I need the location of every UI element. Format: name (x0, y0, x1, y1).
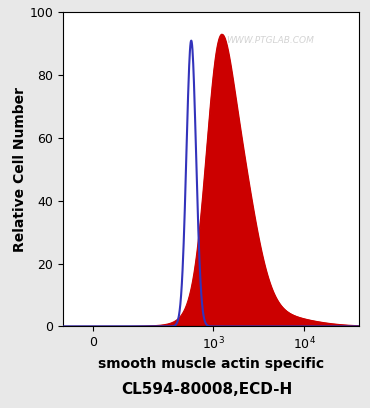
Text: CL594-80008,ECD-H: CL594-80008,ECD-H (122, 382, 293, 397)
X-axis label: smooth muscle actin specific: smooth muscle actin specific (98, 357, 324, 371)
Text: WWW.PTGLAB.COM: WWW.PTGLAB.COM (226, 36, 314, 45)
Y-axis label: Relative Cell Number: Relative Cell Number (13, 87, 27, 252)
